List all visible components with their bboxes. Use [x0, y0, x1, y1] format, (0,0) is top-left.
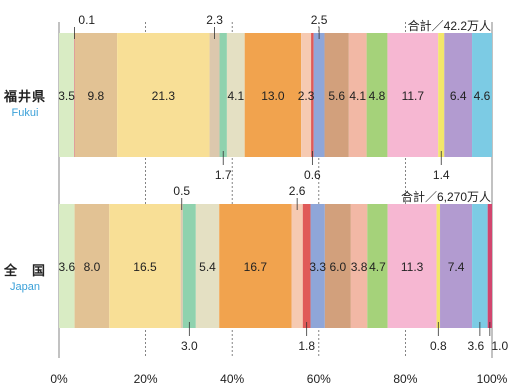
bar-segment: [219, 33, 227, 157]
bar-segment: [291, 204, 303, 328]
bar-segment: [366, 33, 388, 157]
row-label-japan-jp: 全 国: [3, 263, 46, 278]
bar-segment: [324, 204, 351, 328]
value-label: 3.3: [309, 260, 326, 274]
value-label: 2.3: [298, 89, 315, 103]
value-label: 16.7: [244, 260, 268, 274]
value-label: 6.0: [330, 260, 347, 274]
bar-segment: [444, 33, 473, 157]
bar-segment: [180, 204, 183, 328]
row-label-japan: 全 国 Japan: [0, 260, 50, 293]
value-label: 5.4: [199, 260, 216, 274]
bar-segment: [226, 33, 245, 157]
bar-segment: [195, 204, 220, 328]
total-japan: 合計／6,270万人: [400, 190, 491, 204]
value-label: 3.5: [58, 89, 75, 103]
x-tick-label: 100%: [477, 372, 508, 386]
value-label-outside: 1.8: [298, 339, 315, 353]
bar-segment: [302, 204, 311, 328]
bars-layer: [59, 33, 492, 328]
value-label-outside: 0.8: [430, 339, 447, 353]
bar-segment: [440, 204, 473, 328]
value-label: 11.3: [401, 260, 424, 274]
bar-segment: [436, 204, 441, 328]
bar-segment: [324, 33, 349, 157]
bar-segment: [311, 33, 314, 157]
total-fukui: 合計／42.2万人: [407, 19, 491, 33]
bar-segment: [350, 204, 368, 328]
value-label: 4.8: [369, 89, 386, 103]
bar-segment: [74, 204, 110, 328]
value-label-outside: 2.3: [206, 13, 223, 27]
value-label: 3.8: [351, 260, 368, 274]
bar-segment: [109, 204, 181, 328]
value-label-outside: 2.5: [311, 13, 328, 27]
value-label-outside: 0.6: [304, 168, 321, 182]
bar-segment: [313, 33, 325, 157]
value-label-outside: 0.1: [78, 13, 95, 27]
value-label-outside: 1.4: [433, 168, 450, 182]
x-tick-label: 0%: [50, 372, 68, 386]
row-label-fukui-jp: 福井県: [3, 89, 46, 104]
value-label-outside: 1.0: [491, 339, 508, 353]
row-label-fukui-en: Fukui: [11, 107, 39, 119]
value-label: 21.3: [152, 89, 176, 103]
value-label: 8.0: [84, 260, 101, 274]
row-label-japan-en: Japan: [10, 281, 40, 293]
value-label-outside: 0.5: [173, 184, 190, 198]
bar-segment: [74, 33, 75, 157]
bar-segment: [182, 204, 196, 328]
value-label-outside: 2.6: [289, 184, 306, 198]
value-label: 5.6: [328, 89, 345, 103]
x-tick-label: 40%: [220, 372, 244, 386]
value-labels-layer: 3.5 9.8 21.3 4.1 13.0 2.3 5.6 4.1 4.8 11.7 6.4 4.60…: [58, 13, 508, 353]
bar-segment: [209, 33, 220, 157]
bar-segment: [438, 33, 445, 157]
value-label: 4.6: [474, 89, 491, 103]
bar-segment: [244, 33, 302, 157]
bar-segment: [387, 33, 439, 157]
bar-segment: [487, 204, 492, 328]
value-label: 4.1: [227, 89, 244, 103]
x-tick-label: 80%: [393, 372, 417, 386]
bar-segment: [367, 204, 388, 328]
x-tick-label: 20%: [134, 372, 158, 386]
value-label: 6.4: [450, 89, 467, 103]
value-label: 13.0: [261, 89, 285, 103]
value-label-outside: 3.6: [468, 339, 485, 353]
value-label: 4.7: [369, 260, 386, 274]
x-axis-ticks: 0% 20% 40% 60% 80% 100%: [50, 372, 507, 386]
bar-segment: [472, 204, 488, 328]
value-label: 4.1: [349, 89, 366, 103]
value-label: 16.5: [133, 260, 157, 274]
value-label: 3.6: [58, 260, 75, 274]
bar-segment: [310, 204, 325, 328]
value-label: 9.8: [88, 89, 105, 103]
row-label-fukui: 福井県 Fukui: [0, 86, 50, 119]
bar-segment: [117, 33, 210, 157]
bar-segment: [387, 204, 437, 328]
bar-segment: [348, 33, 367, 157]
bar-segment: [301, 33, 312, 157]
value-label: 11.7: [402, 89, 425, 103]
bar-segment: [59, 204, 75, 328]
bar-segment: [219, 204, 292, 328]
value-label: 7.4: [448, 260, 465, 274]
bar-segment: [472, 33, 492, 157]
bar-segment: [74, 33, 118, 157]
value-label-outside: 1.7: [215, 168, 232, 182]
x-tick-label: 60%: [307, 372, 331, 386]
value-label-outside: 3.0: [181, 339, 198, 353]
bar-segment: [59, 33, 75, 157]
